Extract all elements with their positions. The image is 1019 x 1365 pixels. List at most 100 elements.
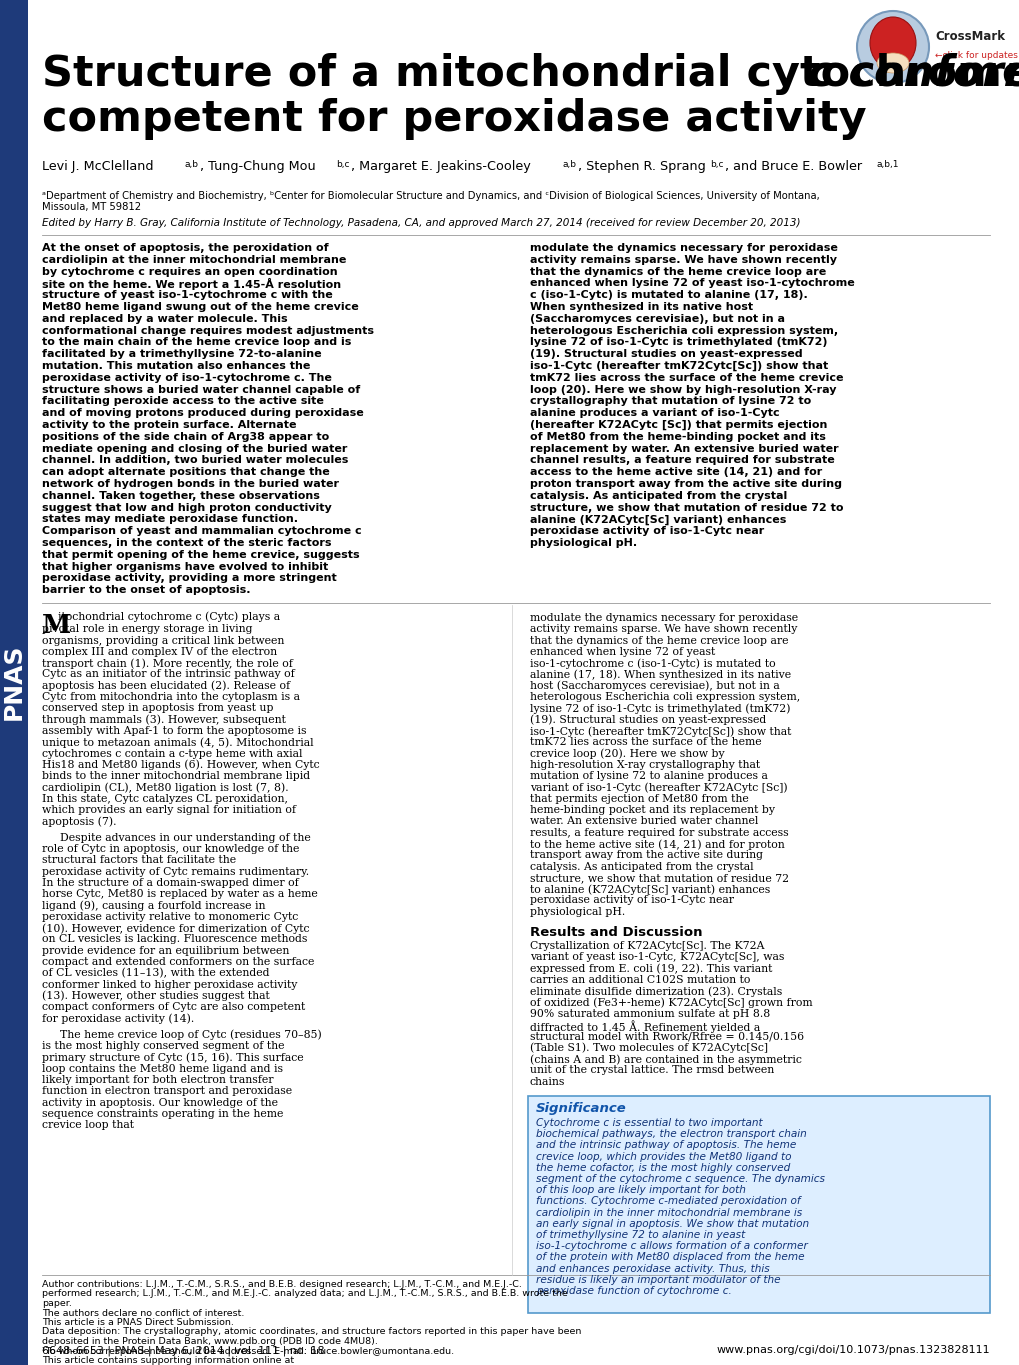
Text: Cytochrome c is essential to two important: Cytochrome c is essential to two importa…	[535, 1118, 762, 1127]
Text: mutation. This mutation also enhances the: mutation. This mutation also enhances th…	[42, 360, 310, 371]
Text: At the onset of apoptosis, the peroxidation of: At the onset of apoptosis, the peroxidat…	[42, 243, 328, 253]
Text: likely important for both electron transfer: likely important for both electron trans…	[42, 1076, 273, 1085]
Text: that higher organisms have evolved to inhibit: that higher organisms have evolved to in…	[42, 561, 328, 572]
Text: cardiolipin at the inner mitochondrial membrane: cardiolipin at the inner mitochondrial m…	[42, 255, 346, 265]
Text: (hereafter K72ACytc [Sc]) that permits ejection: (hereafter K72ACytc [Sc]) that permits e…	[530, 420, 826, 430]
Text: barrier to the onset of apoptosis.: barrier to the onset of apoptosis.	[42, 586, 251, 595]
Text: the heme cofactor, is the most highly conserved: the heme cofactor, is the most highly co…	[535, 1163, 790, 1173]
Text: activity remains sparse. We have shown recently: activity remains sparse. We have shown r…	[530, 255, 837, 265]
Text: (13). However, other studies suggest that: (13). However, other studies suggest tha…	[42, 991, 269, 1002]
Text: structural factors that facilitate the: structural factors that facilitate the	[42, 856, 235, 865]
Text: facilitating peroxide access to the active site: facilitating peroxide access to the acti…	[42, 396, 324, 407]
Text: lysine 72 of iso-1-Cytc is trimethylated (tmK72): lysine 72 of iso-1-Cytc is trimethylated…	[530, 703, 790, 714]
Text: Levi J. McClelland: Levi J. McClelland	[42, 160, 153, 173]
Text: (Table S1). Two molecules of K72ACytc[Sc]: (Table S1). Two molecules of K72ACytc[Sc…	[530, 1043, 767, 1054]
Text: ¹To whom correspondence should be addressed. E-mail: bruce.bowler@umontana.edu.: ¹To whom correspondence should be addres…	[42, 1346, 453, 1355]
Text: conformational change requires modest adjustments: conformational change requires modest ad…	[42, 326, 374, 336]
Text: His18 and Met80 ligands (6). However, when Cytc: His18 and Met80 ligands (6). However, wh…	[42, 760, 319, 770]
Text: Despite advances in our understanding of the: Despite advances in our understanding of…	[60, 833, 311, 842]
Text: enhanced when lysine 72 of yeast: enhanced when lysine 72 of yeast	[530, 647, 714, 657]
Text: alanine (17, 18). When synthesized in its native: alanine (17, 18). When synthesized in it…	[530, 669, 791, 680]
Text: Met80 heme ligand swung out of the heme crevice: Met80 heme ligand swung out of the heme …	[42, 302, 359, 313]
Text: a,b,1: a,b,1	[876, 160, 899, 169]
Text: , Margaret E. Jeakins-Cooley: , Margaret E. Jeakins-Cooley	[351, 160, 530, 173]
Text: loop (20). Here we show by high-resolution X-ray: loop (20). Here we show by high-resoluti…	[530, 385, 836, 394]
Text: iso-1-cytochrome c allows formation of a conformer: iso-1-cytochrome c allows formation of a…	[535, 1241, 807, 1252]
Text: horse Cytc, Met80 is replaced by water as a heme: horse Cytc, Met80 is replaced by water a…	[42, 889, 318, 900]
Text: In the structure of a domain-swapped dimer of: In the structure of a domain-swapped dim…	[42, 878, 299, 887]
Text: Comparison of yeast and mammalian cytochrome c: Comparison of yeast and mammalian cytoch…	[42, 526, 362, 536]
Text: PNAS: PNAS	[2, 644, 25, 721]
Text: binds to the inner mitochondrial membrane lipid: binds to the inner mitochondrial membran…	[42, 771, 310, 781]
Text: 6648–6653 | PNAS | May 6, 2014 | vol. 111 | no. 18: 6648–6653 | PNAS | May 6, 2014 | vol. 11…	[42, 1345, 324, 1355]
Text: structure, we show that mutation of residue 72 to: structure, we show that mutation of resi…	[530, 502, 843, 513]
Text: Structure of a mitochondrial cytochrome: Structure of a mitochondrial cytochrome	[42, 53, 1019, 96]
Text: channel. In addition, two buried water molecules: channel. In addition, two buried water m…	[42, 456, 348, 465]
Text: (10). However, evidence for dimerization of Cytc: (10). However, evidence for dimerization…	[42, 923, 309, 934]
Text: chains: chains	[530, 1077, 565, 1087]
FancyBboxPatch shape	[528, 1096, 989, 1313]
Text: tmK72 lies across the surface of the heme crevice: tmK72 lies across the surface of the hem…	[530, 373, 843, 382]
Text: iso-1-Cytc (hereafter tmK72Cytc[Sc]) show that: iso-1-Cytc (hereafter tmK72Cytc[Sc]) sho…	[530, 360, 827, 371]
Text: network of hydrogen bonds in the buried water: network of hydrogen bonds in the buried …	[42, 479, 338, 489]
Text: primary structure of Cytc (15, 16). This surface: primary structure of Cytc (15, 16). This…	[42, 1052, 304, 1063]
Text: Data deposition: The crystallography, atomic coordinates, and structure factors : Data deposition: The crystallography, at…	[42, 1328, 581, 1336]
Text: that the dynamics of the heme crevice loop are: that the dynamics of the heme crevice lo…	[530, 266, 825, 277]
Text: crystallography that mutation of lysine 72 to: crystallography that mutation of lysine …	[530, 396, 810, 407]
Text: host (Saccharomyces cerevisiae), but not in a: host (Saccharomyces cerevisiae), but not…	[530, 681, 779, 691]
Text: iso-1-cytochrome c (iso-1-Cytc) is mutated to: iso-1-cytochrome c (iso-1-Cytc) is mutat…	[530, 658, 774, 669]
Text: apoptosis has been elucidated (2). Release of: apoptosis has been elucidated (2). Relea…	[42, 681, 289, 691]
Text: provide evidence for an equilibrium between: provide evidence for an equilibrium betw…	[42, 946, 289, 956]
Text: peroxidase function of cytochrome c.: peroxidase function of cytochrome c.	[535, 1286, 732, 1295]
Text: When synthesized in its native host: When synthesized in its native host	[530, 302, 752, 313]
Text: paper.: paper.	[42, 1299, 71, 1308]
Text: an early signal in apoptosis. We show that mutation: an early signal in apoptosis. We show th…	[535, 1219, 808, 1228]
Text: of the protein with Met80 displaced from the heme: of the protein with Met80 displaced from…	[535, 1253, 804, 1263]
Text: c (iso-1-Cytc) is mutated to alanine (17, 18).: c (iso-1-Cytc) is mutated to alanine (17…	[530, 291, 807, 300]
Text: proton transport away from the active site during: proton transport away from the active si…	[530, 479, 841, 489]
Ellipse shape	[869, 16, 915, 70]
Text: ←click for updates: ←click for updates	[934, 51, 1017, 60]
Text: modulate the dynamics necessary for peroxidase: modulate the dynamics necessary for pero…	[530, 243, 837, 253]
Text: segment of the cytochrome c sequence. The dynamics: segment of the cytochrome c sequence. Th…	[535, 1174, 824, 1183]
Text: variant of yeast iso-1-Cytc, K72ACytc[Sc], was: variant of yeast iso-1-Cytc, K72ACytc[Sc…	[530, 953, 784, 962]
Text: deposited in the Protein Data Bank, www.pdb.org (PDB ID code 4MU8).: deposited in the Protein Data Bank, www.…	[42, 1336, 377, 1346]
Text: , Stephen R. Sprang: , Stephen R. Sprang	[578, 160, 705, 173]
Text: diffracted to 1.45 Å. Refinement yielded a: diffracted to 1.45 Å. Refinement yielded…	[530, 1020, 759, 1033]
Text: apoptosis (7).: apoptosis (7).	[42, 816, 116, 827]
Text: expressed from E. coli (19, 22). This variant: expressed from E. coli (19, 22). This va…	[530, 964, 771, 975]
Ellipse shape	[856, 11, 928, 83]
Text: structure of yeast iso-1-cytochrome c with the: structure of yeast iso-1-cytochrome c wi…	[42, 291, 332, 300]
Text: activity to the protein surface. Alternate: activity to the protein surface. Alterna…	[42, 420, 297, 430]
Text: ᵃDepartment of Chemistry and Biochemistry, ᵇCenter for Biomolecular Structure an: ᵃDepartment of Chemistry and Biochemistr…	[42, 191, 819, 201]
Text: unique to metazoan animals (4, 5). Mitochondrial: unique to metazoan animals (4, 5). Mitoc…	[42, 737, 313, 748]
Text: peroxidase activity of iso-1-Cytc near: peroxidase activity of iso-1-Cytc near	[530, 526, 763, 536]
Text: a,b: a,b	[184, 160, 199, 169]
Text: results, a feature required for substrate access: results, a feature required for substrat…	[530, 827, 788, 838]
Text: complex III and complex IV of the electron: complex III and complex IV of the electr…	[42, 647, 277, 657]
Text: 90% saturated ammonium sulfate at pH 8.8: 90% saturated ammonium sulfate at pH 8.8	[530, 1009, 769, 1018]
Text: and enhances peroxidase activity. Thus, this: and enhances peroxidase activity. Thus, …	[535, 1264, 769, 1274]
Text: cytochromes c contain a c-type heme with axial: cytochromes c contain a c-type heme with…	[42, 748, 303, 759]
Text: This article contains supporting information online at: This article contains supporting informa…	[42, 1355, 293, 1365]
Text: role of Cytc in apoptosis, our knowledge of the: role of Cytc in apoptosis, our knowledge…	[42, 844, 300, 854]
Text: and replaced by a water molecule. This: and replaced by a water molecule. This	[42, 314, 287, 324]
Text: channel results, a feature required for substrate: channel results, a feature required for …	[530, 456, 834, 465]
Text: activity remains sparse. We have shown recently: activity remains sparse. We have shown r…	[530, 624, 797, 635]
Text: , and Bruce E. Bowler: , and Bruce E. Bowler	[725, 160, 861, 173]
Text: through mammals (3). However, subsequent: through mammals (3). However, subsequent	[42, 715, 285, 725]
Text: b,c: b,c	[709, 160, 722, 169]
Text: functions. Cytochrome c-mediated peroxidation of: functions. Cytochrome c-mediated peroxid…	[535, 1196, 800, 1207]
Text: carries an additional C102S mutation to: carries an additional C102S mutation to	[530, 975, 750, 986]
Text: can adopt alternate positions that change the: can adopt alternate positions that chang…	[42, 467, 329, 478]
Text: cardiolipin in the inner mitochondrial membrane is: cardiolipin in the inner mitochondrial m…	[535, 1208, 802, 1218]
Text: (19). Structural studies on yeast-expressed: (19). Structural studies on yeast-expres…	[530, 349, 802, 359]
Text: positions of the side chain of Arg38 appear to: positions of the side chain of Arg38 app…	[42, 431, 329, 442]
Text: (19). Structural studies on yeast-expressed: (19). Structural studies on yeast-expres…	[530, 715, 765, 725]
Text: ligand (9), causing a fourfold increase in: ligand (9), causing a fourfold increase …	[42, 901, 265, 910]
Text: of CL vesicles (11–13), with the extended: of CL vesicles (11–13), with the extende…	[42, 968, 269, 979]
Text: crevice loop (20). Here we show by: crevice loop (20). Here we show by	[530, 748, 723, 759]
Text: The authors declare no conflict of interest.: The authors declare no conflict of inter…	[42, 1309, 245, 1317]
Text: alanine (K72ACytc[Sc] variant) enhances: alanine (K72ACytc[Sc] variant) enhances	[530, 515, 786, 524]
Text: Edited by Harry B. Gray, California Institute of Technology, Pasadena, CA, and a: Edited by Harry B. Gray, California Inst…	[42, 218, 800, 228]
